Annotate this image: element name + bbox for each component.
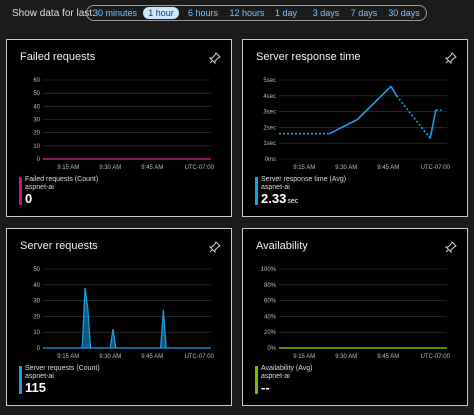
- x-tick-label: 9:30 AM: [335, 165, 357, 171]
- y-tick-label: 3sec: [263, 110, 276, 116]
- legend-resource-name: aspnet-ai: [261, 184, 290, 191]
- legend-value: --: [261, 380, 270, 395]
- series-segment: [329, 118, 358, 135]
- tile-title: Failed requests: [20, 51, 96, 63]
- y-tick-label: 4sec: [263, 94, 276, 100]
- x-tick-label: 9:45 AM: [141, 354, 163, 360]
- x-tick-label: 9:15 AM: [57, 165, 79, 171]
- server-response-time-chart: 0ms 1sec 2sec 3sec 4sec 5sec 9:15 AM 9:30 AM 9:4…: [263, 78, 451, 171]
- y-tick-label: 20: [33, 314, 40, 320]
- legend-color-swatch: [19, 177, 22, 205]
- x-tick-label: UTC-07:00: [421, 165, 451, 171]
- y-tick-label: 40: [33, 283, 40, 289]
- x-tick-label: UTC-07:00: [185, 165, 215, 171]
- y-tick-label: 0: [37, 346, 41, 352]
- legend-color-swatch: [19, 366, 22, 394]
- x-tick-label: 9:30 AM: [335, 354, 357, 360]
- legend-metric-name: Server requests (Count): [25, 365, 100, 372]
- legend-metric-name: Failed requests (Count): [25, 176, 99, 183]
- x-tick-label: 9:15 AM: [57, 354, 79, 360]
- x-tick-label: 9:30 AM: [99, 165, 121, 171]
- pin-icon[interactable]: [209, 241, 221, 253]
- time-range-label: Show data for last:: [12, 8, 95, 19]
- series-segment: [395, 95, 431, 139]
- y-tick-label: 1sec: [263, 141, 276, 147]
- y-tick-label: 5sec: [263, 78, 276, 84]
- pin-icon[interactable]: [209, 52, 221, 64]
- series-segment: [356, 85, 392, 121]
- y-tick-label: 60: [33, 78, 40, 84]
- range-option-1-hour[interactable]: 1 hour: [143, 7, 179, 19]
- series-segment: [390, 85, 398, 97]
- series-area: [43, 287, 211, 349]
- y-tick-label: 0%: [267, 346, 276, 352]
- server-requests-chart: 0 10 20 30 40 50 9:15 AM 9:30 AM 9:45 AM UTC-07:0…: [33, 267, 215, 360]
- series-segment: [429, 109, 437, 139]
- y-tick-label: 10: [33, 144, 40, 150]
- y-tick-label: 40%: [264, 314, 277, 320]
- range-option-6-hours[interactable]: 6 hours: [187, 8, 219, 18]
- y-tick-label: 30: [33, 118, 40, 124]
- y-tick-label: 40: [33, 104, 40, 110]
- y-tick-label: 50: [33, 267, 40, 273]
- y-tick-label: 60%: [264, 299, 277, 305]
- range-option-3-days[interactable]: 3 days: [312, 8, 340, 18]
- x-tick-label: 9:45 AM: [377, 165, 399, 171]
- y-tick-label: 20%: [264, 330, 277, 336]
- x-tick-label: 9:15 AM: [293, 354, 315, 360]
- legend-resource-name: aspnet-ai: [25, 184, 54, 191]
- failed-requests-tile[interactable]: Failed requests 0 10 20 30 40 50 60 9:15 AM 9:30…: [6, 39, 232, 217]
- y-tick-label: 30: [33, 299, 40, 305]
- x-tick-label: 9:45 AM: [141, 165, 163, 171]
- range-option-30-minutes[interactable]: 30 minutes: [92, 8, 138, 18]
- y-tick-label: 80%: [264, 283, 277, 289]
- server-requests-tile[interactable]: Server requests 0 10 20 30 40 50 9:15 AM 9:30 A…: [6, 228, 232, 406]
- time-range-selector: 30 minutes 1 hour 6 hours 12 hours 1 day…: [86, 5, 427, 21]
- legend-resource-name: aspnet-ai: [261, 373, 290, 380]
- legend-color-swatch: [255, 177, 258, 205]
- pin-icon[interactable]: [445, 52, 457, 64]
- availability-chart: 0% 20% 40% 60% 80% 100% 9:15 AM 9:30 AM 9:45 AM U…: [261, 267, 451, 360]
- y-tick-label: 0: [37, 157, 41, 163]
- legend-color-swatch: [255, 366, 258, 394]
- y-tick-label: 2sec: [263, 125, 276, 131]
- legend-metric-name: Server response time (Avg): [261, 176, 347, 183]
- legend-value: 115: [25, 380, 46, 395]
- legend-metric-name: Availability (Avg): [261, 365, 313, 372]
- time-range-toolbar: Show data for last: 30 minutes 1 hour 6 …: [0, 0, 474, 26]
- y-tick-label: 50: [33, 91, 40, 97]
- y-tick-label: 100%: [261, 267, 277, 273]
- failed-requests-chart: 0 10 20 30 40 50 60 9:15 AM 9:30 AM 9:45 AM UTC-07…: [33, 78, 215, 171]
- y-tick-label: 10: [33, 330, 40, 336]
- tile-title: Availability: [256, 240, 308, 252]
- x-tick-label: UTC-07:00: [185, 354, 215, 360]
- pin-icon[interactable]: [445, 241, 457, 253]
- server-response-time-tile[interactable]: Server response time 0ms 1sec 2sec 3sec 4sec…: [242, 39, 468, 217]
- y-tick-label: 0ms: [265, 157, 276, 163]
- legend-value: 0: [25, 191, 33, 206]
- x-tick-label: UTC-07:00: [421, 354, 451, 360]
- legend-resource-name: aspnet-ai: [25, 373, 54, 380]
- range-option-12-hours[interactable]: 12 hours: [229, 8, 265, 18]
- availability-tile[interactable]: Availability 0% 20% 40% 60% 80% 100% 9:15 AM 9:…: [242, 228, 468, 406]
- tile-title: Server requests: [20, 240, 98, 252]
- range-option-7-days[interactable]: 7 days: [350, 8, 378, 18]
- range-option-1-day[interactable]: 1 day: [274, 8, 298, 18]
- range-option-30-days[interactable]: 30 days: [388, 8, 420, 18]
- x-tick-label: 9:45 AM: [377, 354, 399, 360]
- x-tick-label: 9:30 AM: [99, 354, 121, 360]
- legend-value: 2.33sec: [261, 191, 299, 206]
- y-tick-label: 20: [33, 131, 40, 137]
- tile-title: Server response time: [256, 51, 361, 63]
- x-tick-label: 9:15 AM: [293, 165, 315, 171]
